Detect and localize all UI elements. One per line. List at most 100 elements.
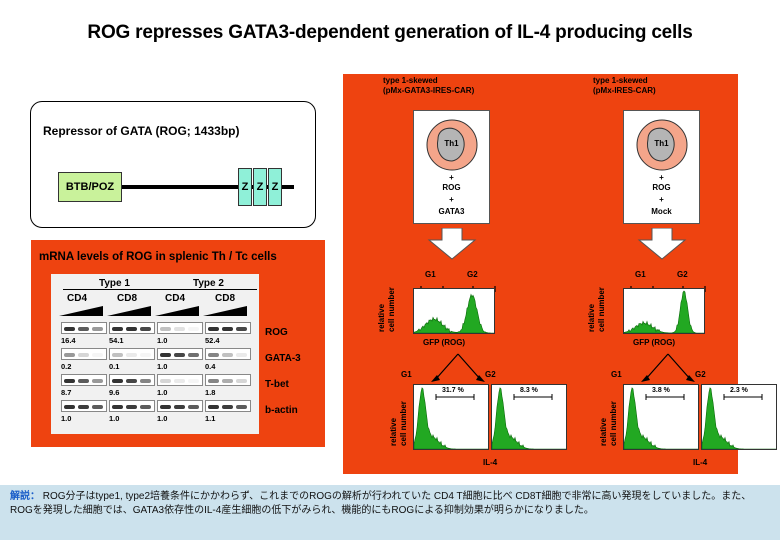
expression-value: 54.1 <box>109 336 124 345</box>
gel-band <box>236 405 247 409</box>
transduced-gene: ROG <box>652 183 671 192</box>
plus-sign: + <box>659 195 664 204</box>
plus-sign: + <box>449 173 454 182</box>
cell-label: Th1 <box>444 139 459 148</box>
experiment-column: type 1-skewed (pMx-GATA3-IRES-CAR) Th1 + ROG… <box>377 74 567 474</box>
rog-structure-title: Repressor of GATA (ROG; 1433bp) <box>43 124 240 138</box>
gel-band <box>222 353 233 357</box>
down-arrow <box>427 227 477 265</box>
gel-band <box>188 379 199 383</box>
gel-band <box>222 379 233 383</box>
gene-label: ROG <box>265 327 288 338</box>
lower-gate-label: G1 <box>401 370 412 379</box>
gel-band <box>222 327 233 331</box>
lower-gate-label: G2 <box>695 370 706 379</box>
expression-value: 1.0 <box>157 362 168 371</box>
y-axis-label: relative <box>587 303 596 332</box>
gate-label: G2 <box>677 270 688 279</box>
il4-histogram: 8.3 % <box>491 384 567 450</box>
gel-lane-group <box>157 400 203 412</box>
gel-band <box>112 405 123 409</box>
btb-poz-domain: BTB/POZ <box>58 172 122 202</box>
expression-value: 9.6 <box>109 388 120 397</box>
gel-band <box>208 353 219 357</box>
gel-lane-group <box>109 322 155 334</box>
rog-structure-box: Repressor of GATA (ROG; 1433bp) BTB/POZ … <box>30 101 316 228</box>
down-arrow <box>637 227 687 265</box>
y-axis-label: cell number <box>597 287 606 332</box>
expression-value: 1.1 <box>205 414 216 423</box>
x-axis-label: IL-4 <box>693 458 708 467</box>
gel-band <box>92 405 103 409</box>
gel-lane-group <box>109 348 155 360</box>
gel-lane-group <box>205 374 251 386</box>
plus-sign: + <box>659 173 664 182</box>
gate-label: G2 <box>467 270 478 279</box>
expression-value: 0.1 <box>109 362 120 371</box>
plus-sign: + <box>449 195 454 204</box>
mrna-panel-title: mRNA levels of ROG in splenic Th / Tc ce… <box>39 251 277 263</box>
expression-value: 8.7 <box>61 388 72 397</box>
gel-band <box>78 327 89 331</box>
subgroup-label: CD8 <box>117 293 138 304</box>
gel-band <box>236 327 247 331</box>
cell-card: Th1 + ROG + GATA3 <box>413 110 490 224</box>
expression-value: 0.4 <box>205 362 216 371</box>
lower-gate-label: G1 <box>611 370 622 379</box>
gel-band <box>174 379 185 383</box>
mrna-levels-panel: mRNA levels of ROG in splenic Th / Tc ce… <box>31 240 325 447</box>
zinc-finger-domain: Z <box>268 168 282 206</box>
transduced-gene: ROG <box>442 183 461 192</box>
gel-band <box>188 405 199 409</box>
gel-lane-group <box>61 322 107 334</box>
y-axis-label: relative <box>377 303 386 332</box>
percent-label: 8.3 % <box>520 387 538 394</box>
gel-band <box>174 353 185 357</box>
percent-label: 3.8 % <box>652 387 670 394</box>
gel-band <box>160 327 171 331</box>
gel-band <box>140 405 151 409</box>
expression-value: 16.4 <box>61 336 76 345</box>
gel-band <box>78 405 89 409</box>
gel-band <box>160 405 171 409</box>
page-title: ROG represses GATA3-dependent generation… <box>87 22 693 43</box>
gel-band <box>208 327 219 331</box>
gel-band <box>126 405 137 409</box>
gel-band <box>92 353 103 357</box>
gene-label: T-bet <box>265 379 289 390</box>
column-construct: (pMx-GATA3-IRES-CAR) <box>383 86 475 95</box>
th1-cell-icon <box>426 119 478 171</box>
gel-band <box>64 405 75 409</box>
protein-backbone-line <box>58 185 294 189</box>
x-axis-label: GFP (ROG) <box>633 338 676 347</box>
group-label: Type 2 <box>193 278 224 289</box>
gel-band <box>174 327 185 331</box>
gel-band <box>140 379 151 383</box>
gel-lane-group <box>61 348 107 360</box>
expression-value: 1.0 <box>61 414 72 423</box>
gel-band <box>64 327 75 331</box>
y-axis-label: relative <box>599 417 608 446</box>
column-heading: type 1-skewed <box>383 76 438 85</box>
il4-histogram: 31.7 % <box>413 384 489 450</box>
subgroup-label: CD4 <box>165 293 186 304</box>
column-heading: type 1-skewed <box>593 76 648 85</box>
gel-band <box>112 353 123 357</box>
gel-lane-group <box>157 348 203 360</box>
group-underline <box>159 289 257 290</box>
gel-lane-group <box>109 400 155 412</box>
gel-band <box>140 327 151 331</box>
gel-band <box>188 327 199 331</box>
gel-band <box>140 353 151 357</box>
gate-label: G1 <box>635 270 646 279</box>
expression-value: 1.0 <box>157 336 168 345</box>
percent-label: 2.3 % <box>730 387 748 394</box>
gel-area: Type 1 Type 2 CD4 CD8 CD4 CD8 16.4 54.1 1.… <box>51 274 259 434</box>
gate-label: G1 <box>425 270 436 279</box>
il4-histogram: 3.8 % <box>623 384 699 450</box>
gel-band <box>236 379 247 383</box>
transduced-gene: Mock <box>651 207 672 216</box>
gel-lane-group <box>61 400 107 412</box>
y-axis-label: cell number <box>399 401 408 446</box>
gel-band <box>222 405 233 409</box>
